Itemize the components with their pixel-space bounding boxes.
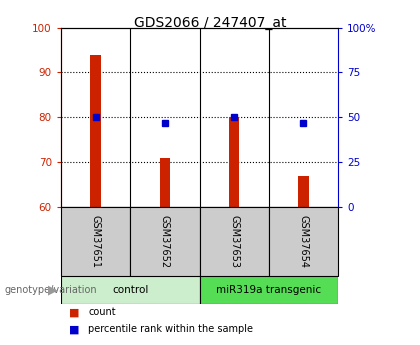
Text: GDS2066 / 247407_at: GDS2066 / 247407_at xyxy=(134,16,286,30)
Text: genotype/variation: genotype/variation xyxy=(4,285,97,295)
Text: control: control xyxy=(112,285,148,295)
Text: miR319a transgenic: miR319a transgenic xyxy=(216,285,321,295)
Text: ▶: ▶ xyxy=(48,283,57,296)
Text: GSM37654: GSM37654 xyxy=(299,215,308,268)
Bar xyxy=(160,158,170,207)
Bar xyxy=(61,207,130,276)
Bar xyxy=(229,117,239,207)
Bar xyxy=(130,207,200,276)
Bar xyxy=(200,276,338,304)
Bar xyxy=(200,207,269,276)
Text: percentile rank within the sample: percentile rank within the sample xyxy=(88,325,253,334)
Text: count: count xyxy=(88,307,116,317)
Bar xyxy=(61,276,200,304)
Bar xyxy=(298,176,309,207)
Text: GSM37651: GSM37651 xyxy=(91,215,100,268)
Text: ■: ■ xyxy=(69,325,80,334)
Bar xyxy=(90,55,101,207)
Text: ■: ■ xyxy=(69,307,80,317)
Bar xyxy=(269,207,338,276)
Text: GSM37652: GSM37652 xyxy=(160,215,170,268)
Text: GSM37653: GSM37653 xyxy=(229,215,239,268)
